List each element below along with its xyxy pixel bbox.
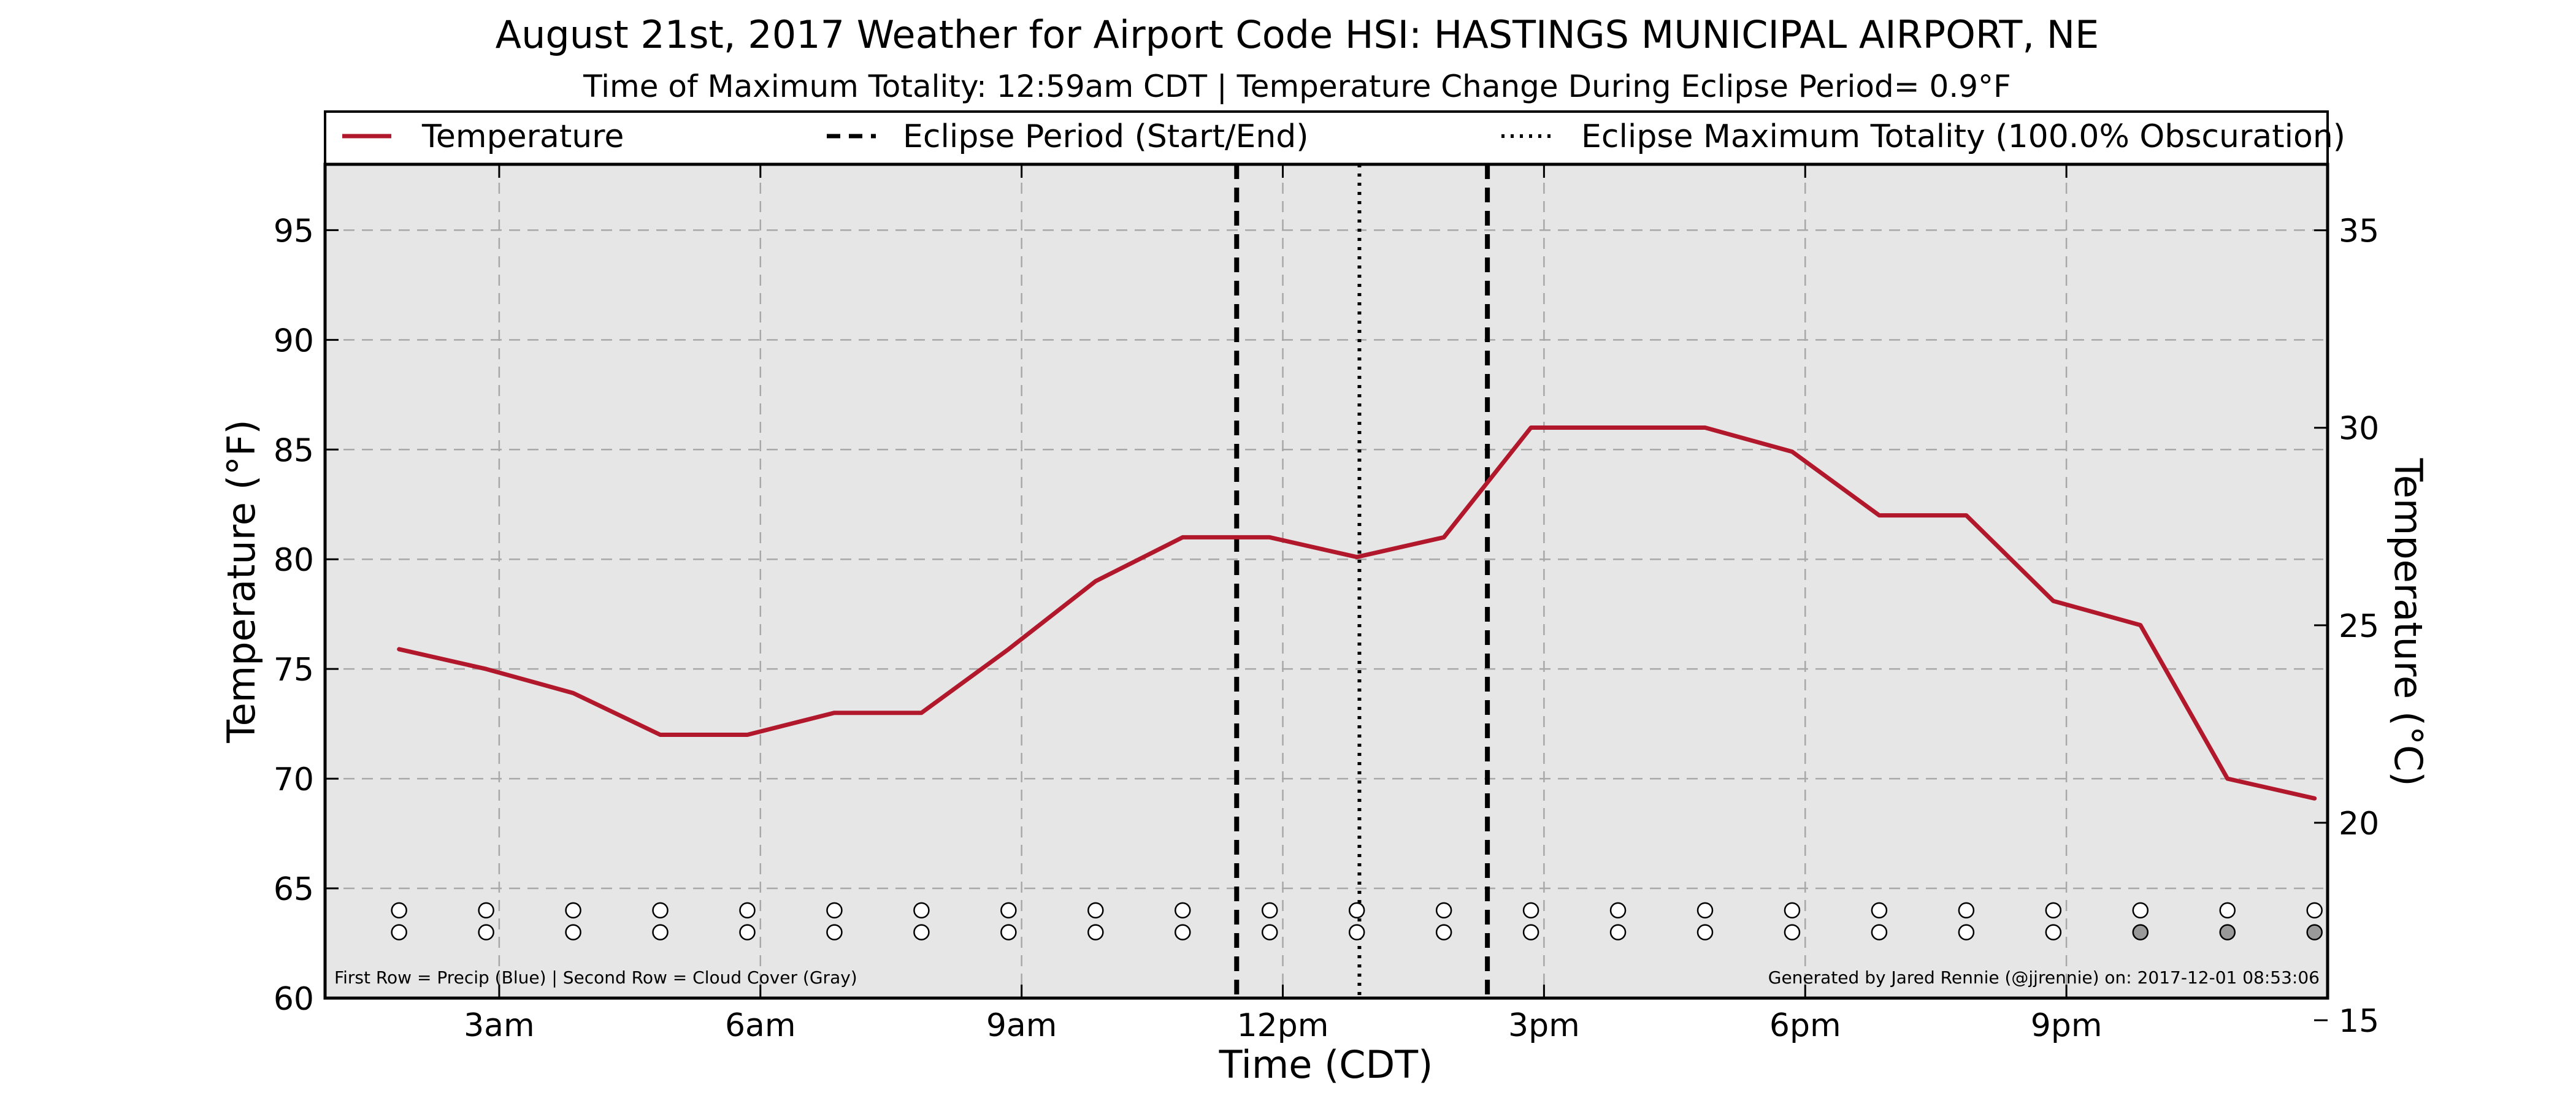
y-right-tick-label: 25	[2339, 608, 2379, 645]
y-tick-label: 95	[274, 213, 314, 250]
precip-marker	[1175, 903, 1190, 918]
precip-marker	[1524, 903, 1538, 918]
x-tick-label: 3pm	[1508, 1007, 1580, 1044]
y-tick-label: 80	[274, 542, 314, 579]
precip-marker	[1872, 903, 1887, 918]
y-tick-label: 65	[274, 871, 314, 908]
precip-marker	[2133, 903, 2148, 918]
x-tick-label: 6pm	[1769, 1007, 1841, 1044]
cloud-cover-marker	[2133, 925, 2148, 940]
cloud-cover-marker	[827, 925, 841, 940]
y-tick-label: 60	[274, 981, 314, 1018]
cloud-cover-marker	[1611, 925, 1625, 940]
precip-marker	[479, 903, 494, 918]
precip-marker	[2046, 903, 2061, 918]
precip-marker	[1698, 903, 1712, 918]
precip-marker	[653, 903, 668, 918]
precip-marker	[740, 903, 754, 918]
cloud-cover-marker	[479, 925, 494, 940]
y-right-tick-label: 35	[2339, 213, 2379, 250]
precip-marker	[1785, 903, 1800, 918]
cloud-cover-marker	[1436, 925, 1451, 940]
x-tick-label: 9pm	[2031, 1007, 2103, 1044]
precip-marker	[2307, 903, 2322, 918]
y-tick-label: 70	[274, 761, 314, 798]
chart-title: August 21st, 2017 Weather for Airport Co…	[496, 12, 2099, 57]
footnote-right: Generated by Jared Rennie (@jjrennie) on…	[1768, 967, 2320, 988]
cloud-cover-marker	[1524, 925, 1538, 940]
cloud-cover-marker	[914, 925, 929, 940]
precip-marker	[392, 903, 407, 918]
cloud-cover-marker	[1785, 925, 1800, 940]
precip-marker	[1001, 903, 1016, 918]
y-axis-label-left: Temperature (°F)	[219, 419, 264, 743]
precip-marker	[1436, 903, 1451, 918]
precip-marker	[1262, 903, 1277, 918]
cloud-cover-marker	[1175, 925, 1190, 940]
precip-marker	[566, 903, 581, 918]
precip-marker	[2220, 903, 2235, 918]
y-axis-label-right: Temperature (°C)	[2386, 457, 2431, 786]
x-tick-label: 9am	[986, 1007, 1057, 1044]
cloud-cover-marker	[1262, 925, 1277, 940]
y-tick-label: 75	[274, 652, 314, 688]
precip-marker	[827, 903, 841, 918]
x-tick-label: 12pm	[1237, 1007, 1329, 1044]
cloud-cover-marker	[1001, 925, 1016, 940]
precip-marker	[914, 903, 929, 918]
legend-label-max-totality: Eclipse Maximum Totality (100.0% Obscura…	[1581, 118, 2345, 155]
cloud-cover-marker	[1698, 925, 1712, 940]
x-axis-label: Time (CDT)	[1219, 1042, 1433, 1087]
precip-marker	[1611, 903, 1625, 918]
y-tick-label: 90	[274, 322, 314, 359]
plot-background	[325, 164, 2328, 998]
cloud-cover-marker	[2307, 925, 2322, 940]
precip-marker	[1349, 903, 1364, 918]
legend-label-eclipse-period: Eclipse Period (Start/End)	[903, 118, 1309, 155]
cloud-cover-marker	[566, 925, 581, 940]
chart-subtitle: Time of Maximum Totality: 12:59am CDT | …	[583, 69, 2011, 104]
cloud-cover-marker	[1959, 925, 1974, 940]
cloud-cover-marker	[392, 925, 407, 940]
precip-marker	[1088, 903, 1103, 918]
x-tick-label: 6am	[725, 1007, 796, 1044]
y-right-tick-label: 20	[2339, 806, 2379, 842]
precip-marker	[1959, 903, 1974, 918]
y-right-tick-label: 15	[2339, 1003, 2379, 1040]
cloud-cover-marker	[653, 925, 668, 940]
cloud-cover-marker	[1872, 925, 1887, 940]
cloud-cover-marker	[740, 925, 754, 940]
y-right-tick-label: 30	[2339, 411, 2379, 448]
cloud-cover-marker	[2220, 925, 2235, 940]
x-tick-label: 3am	[464, 1007, 535, 1044]
y-tick-label: 85	[274, 432, 314, 469]
footnote-left: First Row = Precip (Blue) | Second Row =…	[334, 967, 857, 988]
cloud-cover-marker	[1349, 925, 1364, 940]
cloud-cover-marker	[2046, 925, 2061, 940]
cloud-cover-marker	[1088, 925, 1103, 940]
legend-label-temperature: Temperature	[421, 118, 624, 155]
